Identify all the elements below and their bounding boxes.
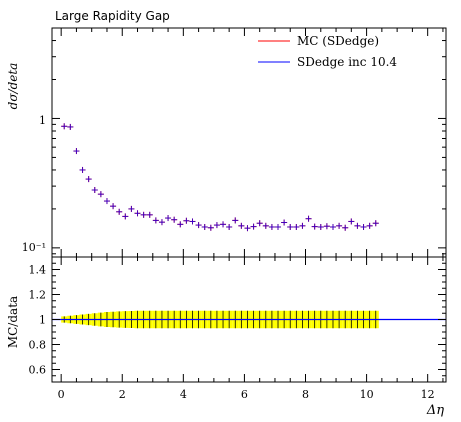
data-point-sdedge-49 bbox=[360, 223, 367, 230]
data-point-sdedge-2 bbox=[73, 148, 80, 155]
data-point-sdedge-27 bbox=[226, 223, 233, 230]
ratio-y-tick-label-0.6: 0.6 bbox=[29, 364, 47, 377]
data-point-sdedge-42 bbox=[317, 223, 324, 230]
data-point-sdedge-48 bbox=[354, 222, 361, 229]
legend: MC (SDedge) SDedge inc 10.4 bbox=[258, 34, 397, 69]
ratio-y-tick-label-1: 1 bbox=[39, 314, 46, 327]
x-tick-label-12: 12 bbox=[421, 388, 435, 401]
data-point-sdedge-12 bbox=[134, 210, 141, 217]
data-point-sdedge-6 bbox=[97, 191, 104, 198]
data-point-sdedge-24 bbox=[207, 224, 214, 231]
data-point-sdedge-16 bbox=[158, 219, 165, 226]
data-point-sdedge-19 bbox=[177, 221, 184, 228]
x-tick-label-2: 2 bbox=[119, 388, 126, 401]
main-y-axis-label: dσ/deta bbox=[6, 63, 20, 110]
main-x-ticks bbox=[60, 28, 444, 257]
data-point-sdedge-40 bbox=[305, 215, 312, 222]
ratio-y-tick-label-0.8: 0.8 bbox=[29, 339, 47, 352]
data-point-sdedge-3 bbox=[79, 166, 86, 173]
main-y-tick-label-1: 1 bbox=[39, 114, 46, 127]
x-tick-label-6: 6 bbox=[241, 388, 248, 401]
data-point-sdedge-30 bbox=[244, 225, 251, 232]
data-point-sdedge-13 bbox=[140, 211, 147, 218]
ratio-x-ticks: 0 2 4 6 8 10 12 bbox=[58, 257, 444, 401]
data-point-sdedge-44 bbox=[329, 223, 336, 230]
x-tick-label-10: 10 bbox=[360, 388, 374, 401]
legend-label-mc: MC (SDedge) bbox=[297, 34, 379, 48]
data-point-sdedge-32 bbox=[256, 220, 263, 227]
data-point-sdedge-37 bbox=[287, 223, 294, 230]
data-point-sdedge-9 bbox=[116, 208, 123, 215]
data-point-sdedge-4 bbox=[85, 176, 92, 183]
data-point-sdedge-45 bbox=[336, 222, 343, 229]
ratio-y-axis-label: MC/data bbox=[6, 296, 20, 348]
data-point-sdedge-1 bbox=[67, 123, 74, 130]
main-y-tick-label-0.1: 10⁻¹ bbox=[22, 241, 46, 254]
x-tick-label-0: 0 bbox=[58, 388, 65, 401]
data-point-sdedge-8 bbox=[110, 203, 117, 210]
data-point-sdedge-38 bbox=[293, 223, 300, 230]
data-point-sdedge-29 bbox=[238, 222, 245, 229]
data-point-sdedge-5 bbox=[91, 186, 98, 193]
ratio-y-tick-label-1.2: 1.2 bbox=[29, 289, 47, 302]
data-point-sdedge-46 bbox=[342, 224, 349, 231]
data-point-sdedge-31 bbox=[250, 223, 257, 230]
ratio-y-tick-label-1.4: 1.4 bbox=[29, 264, 47, 277]
data-point-sdedge-21 bbox=[189, 218, 196, 225]
ratio-y-ticks: 0.6 0.8 1 1.2 1.4 bbox=[29, 256, 446, 383]
data-point-sdedge-18 bbox=[171, 216, 178, 223]
data-point-sdedge-26 bbox=[220, 221, 227, 228]
data-point-sdedge-0 bbox=[61, 123, 68, 130]
data-point-sdedge-23 bbox=[201, 223, 208, 230]
data-point-sdedge-33 bbox=[262, 222, 269, 229]
data-point-sdedge-28 bbox=[232, 217, 239, 224]
data-point-sdedge-10 bbox=[122, 213, 129, 220]
data-point-sdedge-41 bbox=[311, 223, 318, 230]
data-point-sdedge-50 bbox=[366, 222, 373, 229]
data-point-sdedge-25 bbox=[213, 222, 220, 229]
data-point-sdedge-7 bbox=[103, 198, 110, 205]
data-point-sdedge-43 bbox=[323, 223, 330, 230]
legend-label-sdedge: SDedge inc 10.4 bbox=[297, 55, 397, 69]
data-point-sdedge-14 bbox=[146, 211, 153, 218]
x-axis-label: Δη bbox=[426, 403, 444, 418]
x-tick-label-8: 8 bbox=[302, 388, 309, 401]
data-point-sdedge-36 bbox=[281, 219, 288, 226]
data-point-sdedge-15 bbox=[152, 217, 159, 224]
data-point-sdedge-17 bbox=[165, 215, 172, 222]
main-data-points bbox=[61, 123, 379, 232]
data-point-sdedge-20 bbox=[183, 217, 190, 224]
data-point-sdedge-34 bbox=[268, 223, 275, 230]
data-point-sdedge-51 bbox=[372, 220, 379, 227]
data-point-sdedge-39 bbox=[299, 222, 306, 229]
x-tick-label-4: 4 bbox=[180, 388, 187, 401]
chart-title: Large Rapidity Gap bbox=[55, 9, 170, 23]
data-point-sdedge-47 bbox=[348, 218, 355, 225]
data-point-sdedge-35 bbox=[275, 223, 282, 230]
data-point-sdedge-22 bbox=[195, 222, 202, 229]
data-point-sdedge-11 bbox=[128, 205, 135, 212]
